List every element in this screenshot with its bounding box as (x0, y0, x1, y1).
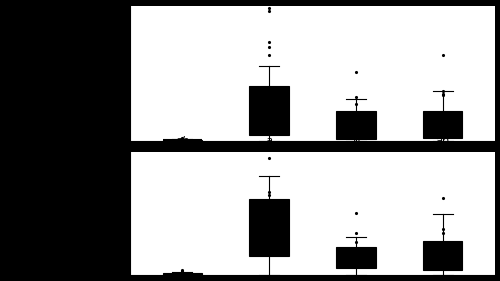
Text: ab: ab (436, 136, 450, 146)
PathPatch shape (424, 241, 463, 270)
Y-axis label: CFU per μL: CFU per μL (82, 46, 92, 100)
Text: (b): (b) (64, 139, 80, 149)
X-axis label: Treatment: Treatment (288, 148, 338, 157)
Text: a: a (266, 136, 272, 146)
Text: (a): (a) (64, 0, 80, 3)
Text: ab: ab (175, 136, 189, 146)
Text: b: b (352, 136, 360, 146)
Y-axis label: CFU per μL: CFU per μL (82, 187, 92, 241)
PathPatch shape (336, 247, 376, 268)
PathPatch shape (424, 112, 463, 139)
PathPatch shape (250, 199, 288, 256)
PathPatch shape (162, 273, 202, 275)
PathPatch shape (336, 112, 376, 139)
PathPatch shape (250, 85, 288, 135)
